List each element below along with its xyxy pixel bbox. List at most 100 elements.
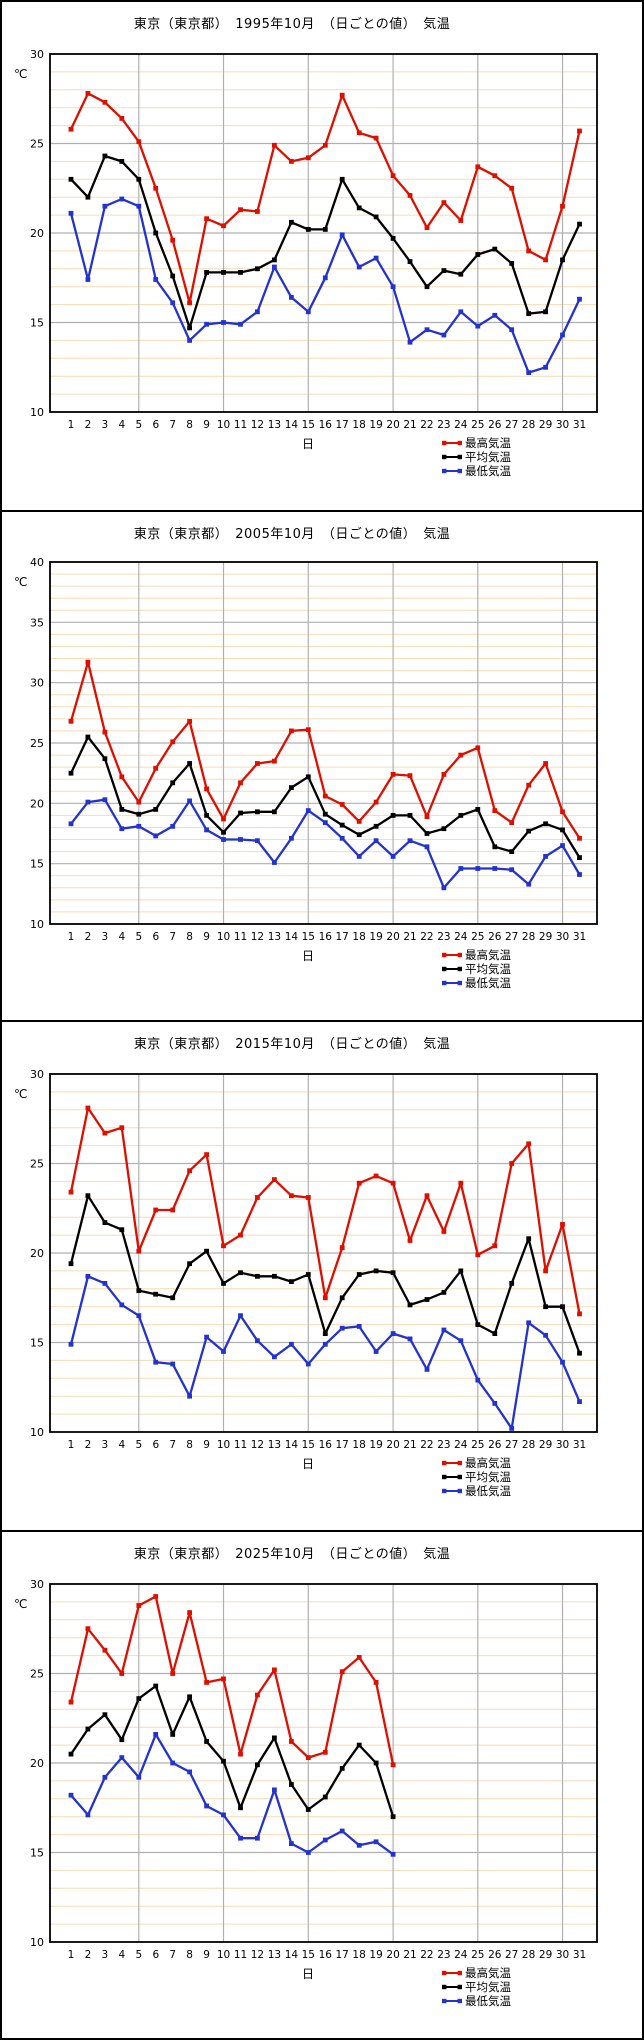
data-point-marker <box>119 196 125 202</box>
x-tick-label: 30 <box>556 1949 569 1961</box>
data-point-marker <box>339 1295 345 1301</box>
data-point-marker <box>238 321 243 327</box>
data-point-marker <box>390 772 396 777</box>
series-markers-0 <box>68 659 582 841</box>
y-axis-unit-label: ℃ <box>14 1597 27 1611</box>
data-point-marker <box>305 1195 311 1200</box>
x-tick-label: 9 <box>203 419 210 431</box>
x-tick-label: 7 <box>169 1949 176 1961</box>
data-point-marker <box>102 153 108 159</box>
data-point-marker <box>560 809 565 815</box>
data-point-marker <box>543 257 548 263</box>
data-point-marker <box>221 320 226 325</box>
x-tick-label: 31 <box>573 419 586 431</box>
x-tick-label: 11 <box>234 419 247 431</box>
data-point-marker <box>204 1152 209 1157</box>
data-point-marker <box>339 176 345 182</box>
legend-marker-square <box>457 468 462 474</box>
x-tick-label: 12 <box>251 1439 264 1451</box>
data-point-marker <box>187 798 192 804</box>
data-point-marker <box>373 799 379 805</box>
data-point-marker <box>305 155 311 161</box>
x-tick-label: 20 <box>386 419 399 431</box>
data-point-marker <box>356 1324 362 1329</box>
data-point-marker <box>238 810 243 816</box>
data-point-marker <box>458 866 464 871</box>
x-tick-label: 14 <box>285 419 299 431</box>
data-point-marker <box>119 807 125 812</box>
data-point-marker <box>272 1273 277 1279</box>
data-point-marker <box>170 1295 176 1301</box>
x-tick-label: 14 <box>285 1439 299 1451</box>
data-point-marker <box>373 1268 379 1274</box>
data-point-marker <box>119 159 125 164</box>
data-point-marker <box>102 1774 108 1780</box>
data-point-marker <box>560 1304 565 1310</box>
data-point-marker <box>255 209 260 214</box>
x-tick-label: 30 <box>556 419 569 431</box>
legend-marker-square <box>442 468 447 474</box>
data-point-marker <box>136 203 142 209</box>
x-tick-label: 12 <box>251 1949 264 1961</box>
data-point-marker <box>85 91 91 96</box>
x-tick-label: 24 <box>454 931 468 943</box>
data-point-marker <box>68 1751 74 1757</box>
data-point-marker <box>272 758 277 764</box>
data-point-marker <box>102 729 108 735</box>
x-tick-label: 10 <box>217 419 230 431</box>
data-point-marker <box>238 1270 243 1276</box>
data-point-marker <box>475 866 481 871</box>
data-point-marker <box>322 227 328 232</box>
x-tick-label: 26 <box>488 1439 502 1451</box>
data-point-marker <box>204 786 209 792</box>
data-point-marker <box>492 808 498 813</box>
data-point-marker <box>136 1774 142 1780</box>
legend-marker-square <box>457 1474 462 1480</box>
data-point-marker <box>424 284 430 290</box>
data-point-marker <box>526 881 532 887</box>
data-point-marker <box>373 1173 379 1179</box>
data-point-marker <box>68 718 74 724</box>
series-markers-2 <box>68 1273 582 1431</box>
data-point-marker <box>390 1331 396 1336</box>
legend-item-2: 最低気温 <box>442 1484 511 1498</box>
x-tick-label: 18 <box>352 1949 365 1961</box>
data-point-marker <box>102 1281 108 1286</box>
y-tick-label: 15 <box>30 1337 44 1350</box>
x-tick-label: 27 <box>505 1439 518 1451</box>
x-tick-label: 2 <box>85 1439 92 1451</box>
data-point-marker <box>136 1313 142 1319</box>
data-point-marker <box>475 807 481 812</box>
data-point-marker <box>424 814 430 819</box>
legend-marker-square <box>442 454 447 460</box>
legend-marker-square <box>442 1998 447 2004</box>
series-markers-2 <box>68 1732 396 1857</box>
data-point-marker <box>356 130 362 136</box>
data-point-marker <box>136 1248 142 1254</box>
x-tick-label: 21 <box>403 931 416 943</box>
y-tick-label: 10 <box>30 918 44 931</box>
data-point-marker <box>221 829 226 835</box>
x-tick-label: 1 <box>68 931 75 943</box>
data-point-marker <box>339 802 345 807</box>
data-point-marker <box>356 205 362 211</box>
legend-item-2: 最低気温 <box>442 464 511 478</box>
data-point-marker <box>560 843 565 848</box>
x-tick-label: 28 <box>522 931 535 943</box>
data-point-marker <box>170 780 176 786</box>
x-tick-label: 3 <box>102 1439 109 1451</box>
x-tick-label: 26 <box>488 419 502 431</box>
data-point-marker <box>424 1367 430 1372</box>
data-point-marker <box>509 849 515 854</box>
series-markers-0 <box>68 1594 396 1768</box>
data-point-marker <box>153 833 159 839</box>
data-point-marker <box>170 1732 176 1737</box>
data-point-marker <box>204 1334 209 1340</box>
chart-title: 東京（東京都） 2015年10月 （日ごとの値） 気温 <box>133 1037 451 1052</box>
data-point-marker <box>136 1288 142 1293</box>
y-tick-label: 15 <box>30 317 44 330</box>
data-point-marker <box>289 785 294 790</box>
data-point-marker <box>390 236 396 241</box>
data-point-marker <box>560 203 565 209</box>
